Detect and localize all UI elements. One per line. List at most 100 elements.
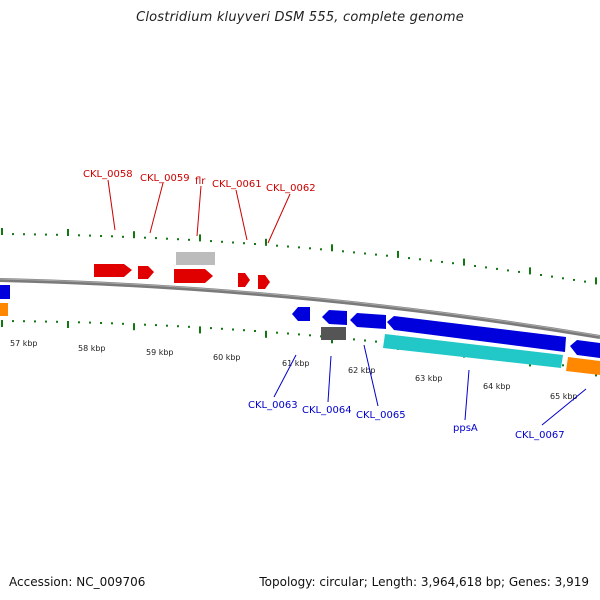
minor-tick bbox=[254, 330, 256, 332]
scale-labels: 57 kbp 58 kbp 59 kbp 60 kbp 61 kbp 62 kb… bbox=[10, 339, 578, 401]
minor-tick bbox=[34, 233, 36, 236]
topology-text: Topology: circular; Length: 3,964,618 bp… bbox=[259, 575, 589, 589]
reverse-gene-labels: CKL_0063 CKL_0064 CKL_0065 ppsA CKL_0067 bbox=[248, 344, 587, 441]
minor-tick bbox=[155, 324, 157, 327]
scale-label: 61 kbp bbox=[282, 359, 310, 368]
minor-tick bbox=[111, 235, 113, 238]
major-tick bbox=[199, 234, 201, 242]
genome-backbone bbox=[0, 278, 600, 339]
minor-tick bbox=[232, 241, 234, 244]
gene-label-ppsA[interactable]: ppsA bbox=[453, 423, 478, 434]
minor-tick bbox=[584, 280, 586, 283]
minor-tick bbox=[144, 236, 146, 239]
minor-tick bbox=[408, 257, 410, 260]
minor-tick bbox=[243, 242, 245, 245]
minor-tick bbox=[298, 333, 300, 336]
minor-tick bbox=[298, 246, 300, 249]
minor-tick bbox=[56, 320, 58, 323]
minor-tick bbox=[177, 238, 179, 241]
minor-tick bbox=[287, 332, 289, 335]
minor-tick bbox=[12, 320, 14, 323]
gene-label-CKL_0063[interactable]: CKL_0063 bbox=[248, 400, 298, 411]
gene-arrow-CKL_0059[interactable] bbox=[138, 266, 154, 279]
gene-label-CKL_0065[interactable]: CKL_0065 bbox=[356, 410, 406, 421]
gene-arrow-CKL_0065[interactable] bbox=[350, 313, 386, 329]
scale-label: 63 kbp bbox=[415, 374, 443, 383]
minor-tick bbox=[430, 259, 432, 262]
scale-label: 65 kbp bbox=[550, 392, 578, 401]
gene-arrow-CKL_0061[interactable] bbox=[238, 273, 250, 287]
minor-tick bbox=[78, 234, 80, 237]
gene-label-CKL_0064[interactable]: CKL_0064 bbox=[302, 405, 352, 416]
gene-label-flr[interactable]: flr bbox=[195, 176, 206, 187]
gene-arrow-CKL_0062[interactable] bbox=[258, 275, 270, 289]
minor-tick bbox=[188, 238, 190, 241]
gene-arrow-CKL_0064[interactable] bbox=[322, 310, 347, 325]
gene-label-CKL_0067[interactable]: CKL_0067 bbox=[515, 430, 565, 441]
minor-tick bbox=[45, 233, 47, 236]
minor-tick bbox=[232, 328, 234, 331]
feature-box-cyan[interactable] bbox=[383, 334, 563, 368]
minor-tick bbox=[78, 321, 80, 324]
minor-tick bbox=[309, 334, 311, 337]
major-tick bbox=[1, 228, 3, 235]
minor-tick bbox=[12, 233, 14, 236]
feature-box-gray[interactable] bbox=[176, 252, 215, 265]
gene-arrow-ppsA[interactable] bbox=[387, 316, 566, 352]
gene-arrow-flr[interactable] bbox=[174, 269, 213, 283]
major-tick bbox=[265, 330, 267, 338]
minor-tick bbox=[375, 253, 377, 256]
gene-label-CKL_0059[interactable]: CKL_0059 bbox=[140, 173, 190, 184]
minor-tick bbox=[166, 237, 168, 240]
accession-text: Accession: NC_009706 bbox=[9, 575, 146, 589]
forward-strand-features bbox=[94, 252, 270, 289]
minor-tick bbox=[386, 254, 388, 257]
minor-tick bbox=[551, 275, 553, 278]
minor-tick bbox=[562, 277, 564, 280]
minor-tick bbox=[309, 247, 311, 250]
major-tick bbox=[67, 229, 69, 236]
gene-arrow-CKL_0063[interactable] bbox=[292, 307, 310, 321]
minor-tick bbox=[452, 262, 454, 265]
minor-tick bbox=[342, 250, 344, 253]
minor-tick bbox=[353, 338, 355, 341]
minor-tick bbox=[89, 234, 91, 237]
major-tick bbox=[397, 250, 399, 258]
minor-tick bbox=[23, 233, 25, 236]
major-tick bbox=[1, 320, 3, 327]
minor-tick bbox=[441, 260, 443, 263]
gene-label-CKL_0062[interactable]: CKL_0062 bbox=[266, 183, 316, 194]
outer-scale-ticks bbox=[1, 228, 597, 285]
minor-tick bbox=[243, 329, 245, 332]
scale-label: 62 kbp bbox=[348, 366, 376, 375]
genome-backbone-highlight bbox=[0, 278, 600, 337]
minor-tick bbox=[573, 278, 575, 281]
minor-tick bbox=[23, 320, 25, 323]
major-tick bbox=[199, 326, 201, 334]
gene-label-CKL_0061[interactable]: CKL_0061 bbox=[212, 179, 262, 190]
feature-box-orange-left[interactable] bbox=[0, 303, 8, 316]
scale-label: 57 kbp bbox=[10, 339, 38, 348]
minor-tick bbox=[364, 339, 366, 342]
minor-tick bbox=[375, 340, 377, 343]
minor-tick bbox=[210, 240, 212, 243]
gene-arrow-CKL_0067[interactable] bbox=[570, 340, 600, 358]
minor-tick bbox=[221, 240, 223, 243]
feature-box-dark[interactable] bbox=[321, 327, 346, 340]
major-tick bbox=[67, 321, 69, 328]
gene-arrow-left-edge[interactable] bbox=[0, 285, 10, 299]
major-tick bbox=[331, 244, 333, 252]
scale-label: 59 kbp bbox=[146, 348, 174, 357]
feature-box-orange-right[interactable] bbox=[566, 357, 600, 375]
minor-tick bbox=[254, 243, 256, 245]
minor-tick bbox=[122, 322, 124, 325]
gene-arrow-CKL_0058[interactable] bbox=[94, 264, 132, 277]
minor-tick bbox=[210, 327, 212, 330]
reverse-strand-features bbox=[0, 285, 600, 375]
minor-tick bbox=[353, 251, 355, 254]
gene-label-CKL_0058[interactable]: CKL_0058 bbox=[83, 169, 133, 180]
map-title: Clostridium kluyveri DSM 555, complete g… bbox=[136, 10, 464, 25]
forward-gene-labels: CKL_0058 CKL_0059 flr CKL_0061 CKL_0062 bbox=[83, 169, 316, 244]
minor-tick bbox=[419, 258, 421, 261]
